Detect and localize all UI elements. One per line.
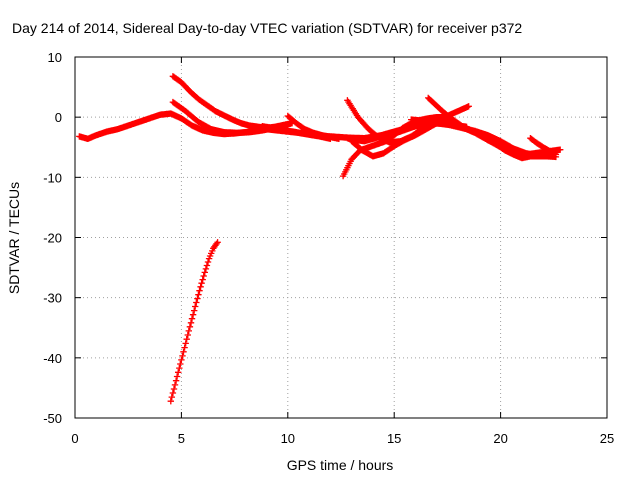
plus-markers	[527, 135, 560, 158]
series-track-h	[408, 116, 555, 159]
data-points	[76, 73, 564, 405]
x-axis-label: GPS time / hours	[287, 457, 394, 473]
series-track-g	[348, 103, 472, 160]
series-track-l	[167, 239, 221, 405]
plus-markers	[408, 116, 555, 159]
axis-ticks	[74, 56, 608, 419]
x-tick-label: 15	[387, 431, 401, 446]
plus-markers	[348, 103, 472, 160]
y-tick-label: -10	[43, 170, 62, 185]
plus-markers	[425, 94, 457, 124]
y-tick-label: 10	[48, 50, 62, 65]
x-tick-label: 10	[281, 431, 295, 446]
y-tick-label: 0	[55, 110, 62, 125]
y-tick-label: -20	[43, 231, 62, 246]
plus-markers	[167, 239, 221, 405]
series-track-j	[284, 112, 343, 142]
y-tick-label: -50	[43, 411, 62, 426]
y-tick-label: -40	[43, 351, 62, 366]
x-tick-label: 0	[71, 431, 78, 446]
x-tick-label: 20	[493, 431, 507, 446]
x-tick-label: 25	[600, 431, 614, 446]
chart-title: Day 214 of 2014, Sidereal Day-to-day VTE…	[12, 20, 522, 36]
series-track-i	[425, 94, 457, 124]
y-axis-label: SDTVAR / TECUs	[6, 182, 22, 294]
plus-markers	[284, 112, 343, 142]
series-track-k	[527, 135, 560, 158]
x-tick-label: 5	[178, 431, 185, 446]
tick-labels: 0 5 10 15 20 25 -50 -40 -30 -20 -10 0 10	[43, 50, 614, 446]
y-tick-label: -30	[43, 291, 62, 306]
